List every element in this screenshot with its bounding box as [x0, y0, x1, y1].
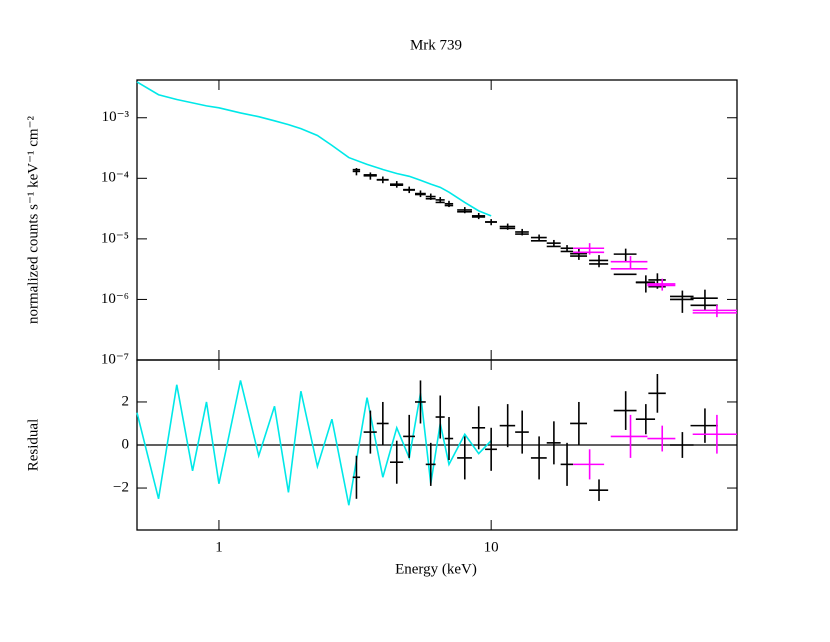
chart-title: Mrk 739 [410, 37, 462, 53]
y-tick-label: 10⁻⁴ [101, 170, 129, 186]
x-tick-label: 1 [215, 539, 223, 555]
y-tick-label: 10⁻⁷ [101, 351, 129, 367]
y-tick-label: 10⁻³ [102, 109, 130, 125]
y-tick-label: 10⁻⁶ [101, 291, 129, 307]
x-tick-label: 10 [484, 539, 499, 555]
y-tick-label: 0 [122, 436, 130, 452]
y-tick-label: 10⁻⁵ [101, 230, 129, 246]
y-axis-label: Residual [25, 419, 41, 472]
y-tick-label: 2 [122, 393, 130, 409]
y-tick-label: −2 [113, 479, 129, 495]
y-axis-label: normalized counts s⁻¹ keV⁻¹ cm⁻² [25, 115, 41, 324]
data-line [136, 81, 492, 217]
top-frame [136, 79, 738, 361]
x-axis-label: Energy (keV) [395, 561, 477, 577]
residual-line [136, 380, 492, 506]
